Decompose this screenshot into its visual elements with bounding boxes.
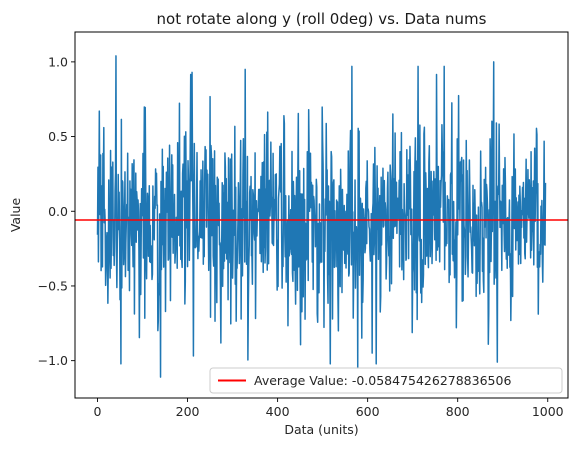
x-tick-label: 800 (446, 404, 470, 419)
x-axis-label: Data (units) (284, 422, 358, 437)
x-tick-label: 0 (94, 404, 102, 419)
y-axis-label: Value (8, 198, 23, 233)
series-line (96, 55, 547, 378)
plot-frame (74, 31, 569, 399)
x-axis: 0 200 400 600 800 1000 (94, 398, 564, 419)
x-tick-label: 1000 (532, 404, 564, 419)
y-axis: −1.0 −0.5 0.0 0.5 1.0 (38, 54, 75, 368)
legend: Average Value: -0.058475426278836506 (209, 367, 563, 394)
y-tick-label: −0.5 (38, 278, 68, 293)
y-tick-label: −1.0 (38, 353, 68, 368)
x-tick-label: 600 (356, 404, 380, 419)
chart-title: not rotate along y (roll 0deg) vs. Data … (157, 10, 487, 28)
plot-area (75, 55, 568, 378)
y-tick-label: 0.0 (48, 204, 68, 219)
y-tick-label: 0.5 (48, 129, 68, 144)
legend-label-average: Average Value: -0.058475426278836506 (254, 373, 511, 388)
y-tick-label: 1.0 (48, 54, 68, 69)
x-tick-label: 200 (176, 404, 200, 419)
x-tick-label: 400 (266, 404, 290, 419)
legend-box (209, 367, 563, 394)
